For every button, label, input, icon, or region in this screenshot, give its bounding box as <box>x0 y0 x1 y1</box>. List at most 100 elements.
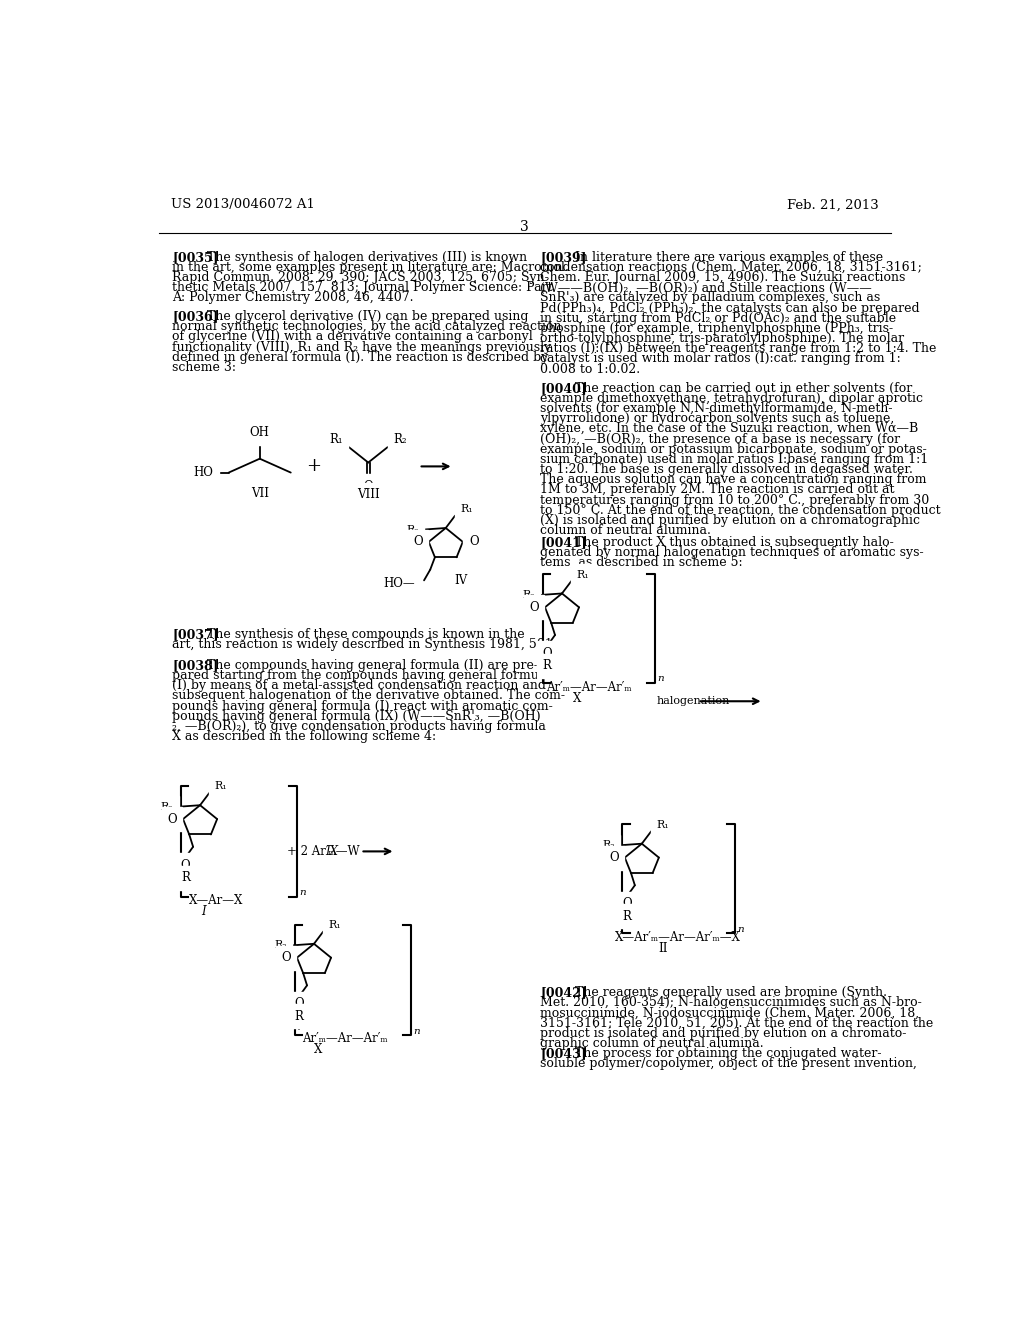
Text: ₂, —B(OR)₂), to give condensation products having formula: ₂, —B(OR)₂), to give condensation produc… <box>172 719 546 733</box>
Text: US 2013/0046072 A1: US 2013/0046072 A1 <box>171 198 314 211</box>
Text: R₂: R₂ <box>522 590 535 601</box>
Text: halogenation: halogenation <box>657 696 730 706</box>
Text: to 150° C. At the end of the reaction, the condensation product: to 150° C. At the end of the reaction, t… <box>541 504 941 516</box>
Text: [0037]: [0037] <box>172 628 219 642</box>
Text: HO—: HO— <box>383 577 415 590</box>
Text: Met. 2010, 160-354); N-halogensuccinimides such as N-bro-: Met. 2010, 160-354); N-halogensuccinimid… <box>541 997 922 1010</box>
Text: (W——B(OH)₂, —B(OR)₂) and Stille reactions (W——: (W——B(OH)₂, —B(OR)₂) and Stille reaction… <box>541 281 872 294</box>
Text: temperatures ranging from 10 to 200° C., preferably from 30: temperatures ranging from 10 to 200° C.,… <box>541 494 930 507</box>
Text: 0.008 to 1:0.02.: 0.008 to 1:0.02. <box>541 363 640 376</box>
Text: [0035]: [0035] <box>172 251 219 264</box>
Text: [0036]: [0036] <box>172 310 219 323</box>
Text: example, sodium or potassium bicarbonate, sodium or potas-: example, sodium or potassium bicarbonate… <box>541 442 927 455</box>
Text: ratios (I):(IX) between the reagents range from 1:2 to 1:4. The: ratios (I):(IX) between the reagents ran… <box>541 342 937 355</box>
Text: art, this reaction is widely described in Synthesis 1981, 501.: art, this reaction is widely described i… <box>172 639 557 651</box>
Text: R₂: R₂ <box>394 433 408 446</box>
Text: R₁: R₁ <box>329 433 343 446</box>
Text: R₂: R₂ <box>161 801 173 812</box>
Text: to 1:20. The base is generally dissolved in degassed water.: to 1:20. The base is generally dissolved… <box>541 463 913 477</box>
Text: R₂: R₂ <box>406 524 419 535</box>
Text: catalyst is used with molar ratios (I):cat. ranging from 1:: catalyst is used with molar ratios (I):c… <box>541 352 901 366</box>
Text: O: O <box>543 647 552 660</box>
Text: thetic Metals 2007, 157, 813; Journal Polymer Science: Part: thetic Metals 2007, 157, 813; Journal Po… <box>172 281 553 294</box>
Text: tems, as described in scheme 5:: tems, as described in scheme 5: <box>541 556 743 569</box>
Text: VIII: VIII <box>357 488 380 502</box>
Text: Feb. 21, 2013: Feb. 21, 2013 <box>787 198 879 211</box>
Text: The synthesis of these compounds is known in the: The synthesis of these compounds is know… <box>207 628 524 642</box>
Text: ortho-tolylphosphine, tris-paratolylphosphine). The molar: ortho-tolylphosphine, tris-paratolylphos… <box>541 333 904 345</box>
Text: 1M to 3M, preferably 2M. The reaction is carried out at: 1M to 3M, preferably 2M. The reaction is… <box>541 483 895 496</box>
Text: O: O <box>180 859 190 871</box>
Text: O: O <box>609 851 618 865</box>
Text: X as described in the following scheme 4:: X as described in the following scheme 4… <box>172 730 436 743</box>
Text: O: O <box>413 536 423 548</box>
Text: xylene, etc. In the case of the Suzuki reaction, when Wα—B: xylene, etc. In the case of the Suzuki r… <box>541 422 919 436</box>
Text: in situ, starting from PdCl₂ or Pd(OAc)₂ and the suitable: in situ, starting from PdCl₂ or Pd(OAc)₂… <box>541 312 896 325</box>
Text: X—Ar—X: X—Ar—X <box>188 894 243 907</box>
Text: R₁: R₁ <box>329 920 341 929</box>
Text: defined in general formula (I). The reaction is described by: defined in general formula (I). The reac… <box>172 351 549 364</box>
Text: R₂: R₂ <box>274 940 287 950</box>
Text: II: II <box>658 942 668 956</box>
Text: R: R <box>623 909 632 923</box>
Text: (OH)₂, —B(OR)₂, the presence of a base is necessary (for: (OH)₂, —B(OR)₂, the presence of a base i… <box>541 433 900 446</box>
Text: The aqueous solution can have a concentration ranging from: The aqueous solution can have a concentr… <box>541 473 927 486</box>
Text: [0043]: [0043] <box>541 1047 587 1060</box>
Text: pounds having general formula (IX) (W——SnR'₃, —B(OH): pounds having general formula (IX) (W——S… <box>172 710 541 723</box>
Text: soluble polymer/copolymer, object of the present invention,: soluble polymer/copolymer, object of the… <box>541 1057 918 1071</box>
Text: pounds having general formula (I) react with aromatic com-: pounds having general formula (I) react … <box>172 700 553 713</box>
Text: [0042]: [0042] <box>541 986 587 999</box>
Text: X—Ar′ₘ—Ar—Ar′ₘ—X: X—Ar′ₘ—Ar—Ar′ₘ—X <box>614 932 740 945</box>
Text: O: O <box>529 601 539 614</box>
Text: R: R <box>295 1010 304 1023</box>
Text: n: n <box>657 675 664 684</box>
Text: of glycerine (VII) with a derivative containing a carbonyl: of glycerine (VII) with a derivative con… <box>172 330 532 343</box>
Text: R: R <box>543 659 552 672</box>
Text: IV: IV <box>455 574 468 587</box>
Text: example dimethoxyethane, tetrahydrofuran), dipolar aprotic: example dimethoxyethane, tetrahydrofuran… <box>541 392 924 405</box>
Text: O: O <box>623 898 632 911</box>
Text: ylpyrrolidone) or hydrocarbon solvents such as toluene,: ylpyrrolidone) or hydrocarbon solvents s… <box>541 412 895 425</box>
Text: 3151-3161; Tele 2010, 51, 205). At the end of the reaction the: 3151-3161; Tele 2010, 51, 205). At the e… <box>541 1016 934 1030</box>
Text: n: n <box>414 1027 420 1036</box>
Text: O: O <box>167 813 177 825</box>
Text: [0041]: [0041] <box>541 536 587 549</box>
Text: O: O <box>364 480 373 492</box>
Text: column of neutral alumina.: column of neutral alumina. <box>541 524 712 537</box>
Text: The glycerol derivative (IV) can be prepared using: The glycerol derivative (IV) can be prep… <box>207 310 528 323</box>
Text: The reagents generally used are bromine (Synth.: The reagents generally used are bromine … <box>575 986 887 999</box>
Text: [0038]: [0038] <box>172 659 219 672</box>
Text: O: O <box>282 952 291 964</box>
Text: (I) by means of a metal-assisted condensation reaction and: (I) by means of a metal-assisted condens… <box>172 680 546 692</box>
Text: graphic column of neutral alumina.: graphic column of neutral alumina. <box>541 1038 764 1049</box>
Text: The compounds having general formula (II) are pre-: The compounds having general formula (II… <box>207 659 538 672</box>
Text: R₁: R₁ <box>577 570 590 579</box>
Text: n: n <box>299 888 306 898</box>
Text: X: X <box>573 692 582 705</box>
Text: O: O <box>295 998 304 1010</box>
Text: product is isolated and purified by elution on a chromato-: product is isolated and purified by elut… <box>541 1027 906 1040</box>
Text: VII: VII <box>251 487 268 500</box>
Text: In literature there are various examples of these: In literature there are various examples… <box>575 251 884 264</box>
Text: Chem. Eur. Journal 2009, 15, 4906). The Suzuki reactions: Chem. Eur. Journal 2009, 15, 4906). The … <box>541 271 905 284</box>
Text: functionality (VIII), R₁ and R₂ have the meanings previously: functionality (VIII), R₁ and R₂ have the… <box>172 341 552 354</box>
Text: n: n <box>737 925 743 933</box>
Text: normal synthetic technologies, by the acid catalyzed reaction: normal synthetic technologies, by the ac… <box>172 321 562 333</box>
Text: scheme 3:: scheme 3: <box>172 360 237 374</box>
Text: (X) is isolated and purified by elution on a chromatographic: (X) is isolated and purified by elution … <box>541 513 921 527</box>
Text: [0040]: [0040] <box>541 381 587 395</box>
Text: 3: 3 <box>520 220 529 234</box>
Text: [0039]: [0039] <box>541 251 587 264</box>
Text: The process for obtaining the conjugated water-: The process for obtaining the conjugated… <box>575 1047 882 1060</box>
Text: pared starting from the compounds having general formula: pared starting from the compounds having… <box>172 669 551 682</box>
Text: Ar′ₘ—Ar—Ar′ₘ: Ar′ₘ—Ar—Ar′ₘ <box>547 681 632 694</box>
Text: Ar′ₘ—Ar—Ar′ₘ: Ar′ₘ—Ar—Ar′ₘ <box>302 1032 388 1045</box>
Text: sium carbonate) used in molar ratios I:base ranging from 1:1: sium carbonate) used in molar ratios I:b… <box>541 453 929 466</box>
Text: Pd(PPh₃)₄, PdCl₂ (PPh₃)₂, the catalysts can also be prepared: Pd(PPh₃)₄, PdCl₂ (PPh₃)₂, the catalysts … <box>541 302 920 314</box>
Text: The synthesis of halogen derivatives (III) is known: The synthesis of halogen derivatives (II… <box>207 251 527 264</box>
Text: The reaction can be carried out in ether solvents (for: The reaction can be carried out in ether… <box>575 381 912 395</box>
Text: +: + <box>306 458 322 475</box>
Text: OH: OH <box>250 426 269 440</box>
Text: O: O <box>469 536 478 548</box>
Text: mosuccinimide, N-iodosuccinimide (Chem. Mater. 2006, 18,: mosuccinimide, N-iodosuccinimide (Chem. … <box>541 1006 920 1019</box>
